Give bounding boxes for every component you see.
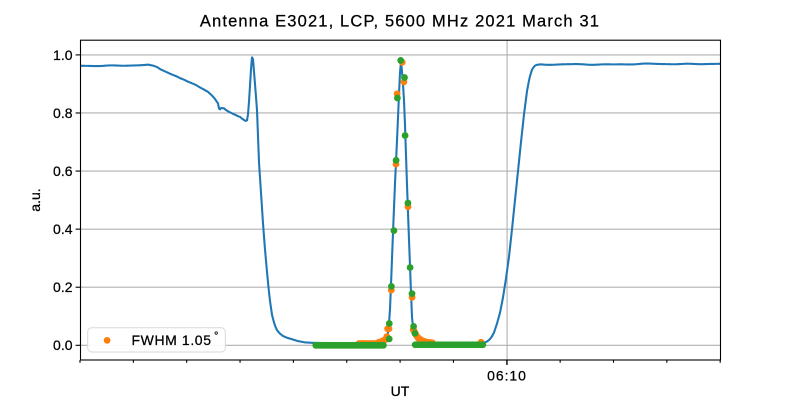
svg-text:FWHM 1.05: FWHM 1.05 xyxy=(132,332,212,348)
svg-text:°: ° xyxy=(214,331,218,343)
svg-text:0.8: 0.8 xyxy=(53,105,73,121)
svg-text:0.6: 0.6 xyxy=(53,163,73,179)
svg-text:0.2: 0.2 xyxy=(53,279,73,295)
svg-text:0.4: 0.4 xyxy=(53,221,73,237)
svg-text:06:10: 06:10 xyxy=(487,368,527,384)
svg-text:UT: UT xyxy=(391,383,410,399)
svg-text:0.0: 0.0 xyxy=(53,337,73,353)
svg-text:1.0: 1.0 xyxy=(53,47,73,63)
svg-text:Antenna E3021, LCP, 5600 MHz 2: Antenna E3021, LCP, 5600 MHz 2021 March … xyxy=(200,13,600,31)
svg-text:a.u.: a.u. xyxy=(27,188,43,211)
